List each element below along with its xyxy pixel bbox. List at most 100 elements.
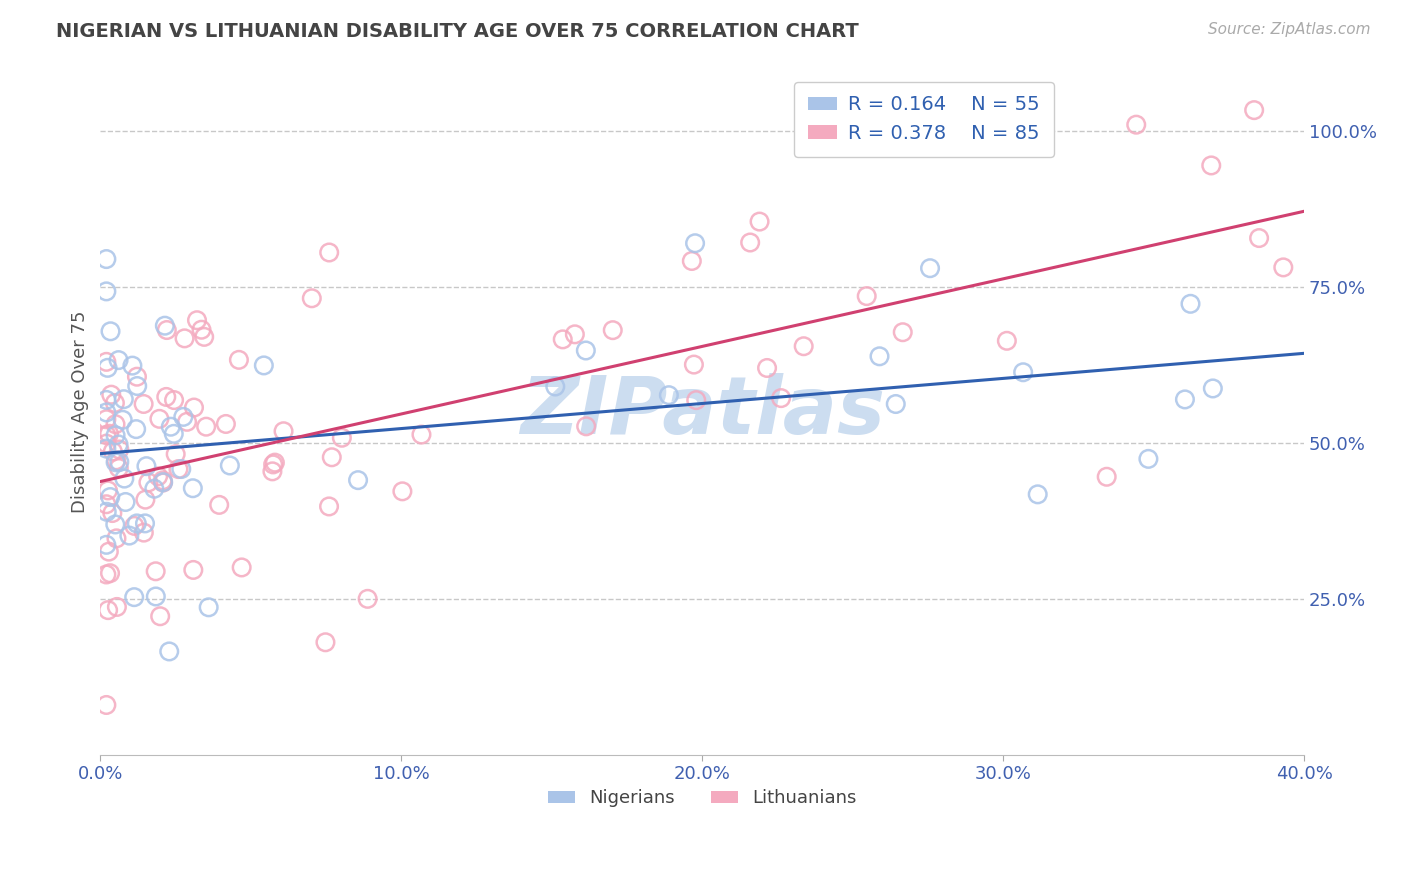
Point — [105, 532, 128, 546]
Point — [411, 427, 433, 442]
Point — [104, 428, 127, 442]
Point — [314, 635, 336, 649]
Point — [125, 369, 148, 384]
Point — [134, 492, 156, 507]
Point — [148, 412, 170, 426]
Point — [173, 331, 195, 345]
Point — [186, 313, 208, 327]
Point — [855, 289, 877, 303]
Point — [575, 343, 598, 358]
Point — [301, 291, 323, 305]
Point — [152, 475, 174, 490]
Point — [132, 397, 155, 411]
Point — [318, 245, 340, 260]
Point — [98, 426, 121, 441]
Point — [683, 358, 706, 372]
Point — [132, 525, 155, 540]
Point — [122, 590, 145, 604]
Point — [1180, 297, 1202, 311]
Point — [153, 318, 176, 333]
Point — [163, 426, 186, 441]
Point — [108, 461, 131, 475]
Point — [104, 455, 127, 469]
Point — [112, 392, 135, 407]
Point — [347, 473, 370, 487]
Point — [108, 455, 131, 469]
Point — [98, 490, 121, 504]
Point — [96, 412, 118, 426]
Point — [135, 459, 157, 474]
Point — [96, 355, 118, 369]
Point — [176, 415, 198, 429]
Point — [172, 409, 194, 424]
Point — [96, 505, 118, 519]
Point — [159, 419, 181, 434]
Point — [138, 475, 160, 490]
Point — [1202, 381, 1225, 395]
Point — [1125, 118, 1147, 132]
Point — [96, 567, 118, 582]
Point — [104, 396, 127, 410]
Point — [884, 397, 907, 411]
Point — [152, 475, 174, 490]
Point — [97, 483, 120, 498]
Point — [321, 450, 343, 465]
Point — [152, 474, 174, 488]
Point — [685, 393, 707, 408]
Point — [891, 325, 914, 339]
Text: ZIPatlas: ZIPatlas — [520, 373, 884, 450]
Point — [197, 600, 219, 615]
Point — [1272, 260, 1295, 275]
Point — [96, 538, 118, 552]
Point — [264, 456, 287, 470]
Point — [262, 458, 284, 472]
Point — [107, 353, 129, 368]
Point — [145, 590, 167, 604]
Point — [658, 388, 681, 402]
Point — [96, 428, 118, 442]
Point — [143, 482, 166, 496]
Point — [748, 214, 770, 228]
Point — [145, 564, 167, 578]
Point — [1095, 469, 1118, 483]
Point — [112, 472, 135, 486]
Point — [97, 603, 120, 617]
Point — [114, 495, 136, 509]
Point — [163, 393, 186, 408]
Point — [149, 609, 172, 624]
Point — [134, 516, 156, 531]
Point — [1174, 392, 1197, 407]
Point — [97, 544, 120, 558]
Point — [157, 644, 180, 658]
Point — [869, 349, 891, 363]
Point — [215, 417, 238, 431]
Point — [156, 323, 179, 337]
Point — [193, 330, 215, 344]
Point — [195, 419, 218, 434]
Point — [165, 447, 187, 461]
Point — [995, 334, 1018, 348]
Point — [111, 413, 134, 427]
Point — [793, 339, 815, 353]
Point — [125, 422, 148, 436]
Point — [181, 563, 204, 577]
Point — [127, 379, 149, 393]
Point — [96, 392, 118, 407]
Point — [770, 391, 793, 405]
Point — [1137, 451, 1160, 466]
Point — [105, 453, 128, 467]
Legend: Nigerians, Lithuanians: Nigerians, Lithuanians — [540, 782, 865, 814]
Point — [125, 516, 148, 531]
Point — [218, 458, 240, 473]
Point — [564, 327, 586, 342]
Point — [253, 359, 276, 373]
Point — [683, 236, 706, 251]
Point — [124, 519, 146, 533]
Text: Source: ZipAtlas.com: Source: ZipAtlas.com — [1208, 22, 1371, 37]
Point — [96, 252, 118, 266]
Point — [190, 323, 212, 337]
Point — [1026, 487, 1049, 501]
Point — [273, 424, 295, 438]
Point — [96, 698, 118, 712]
Point — [100, 387, 122, 401]
